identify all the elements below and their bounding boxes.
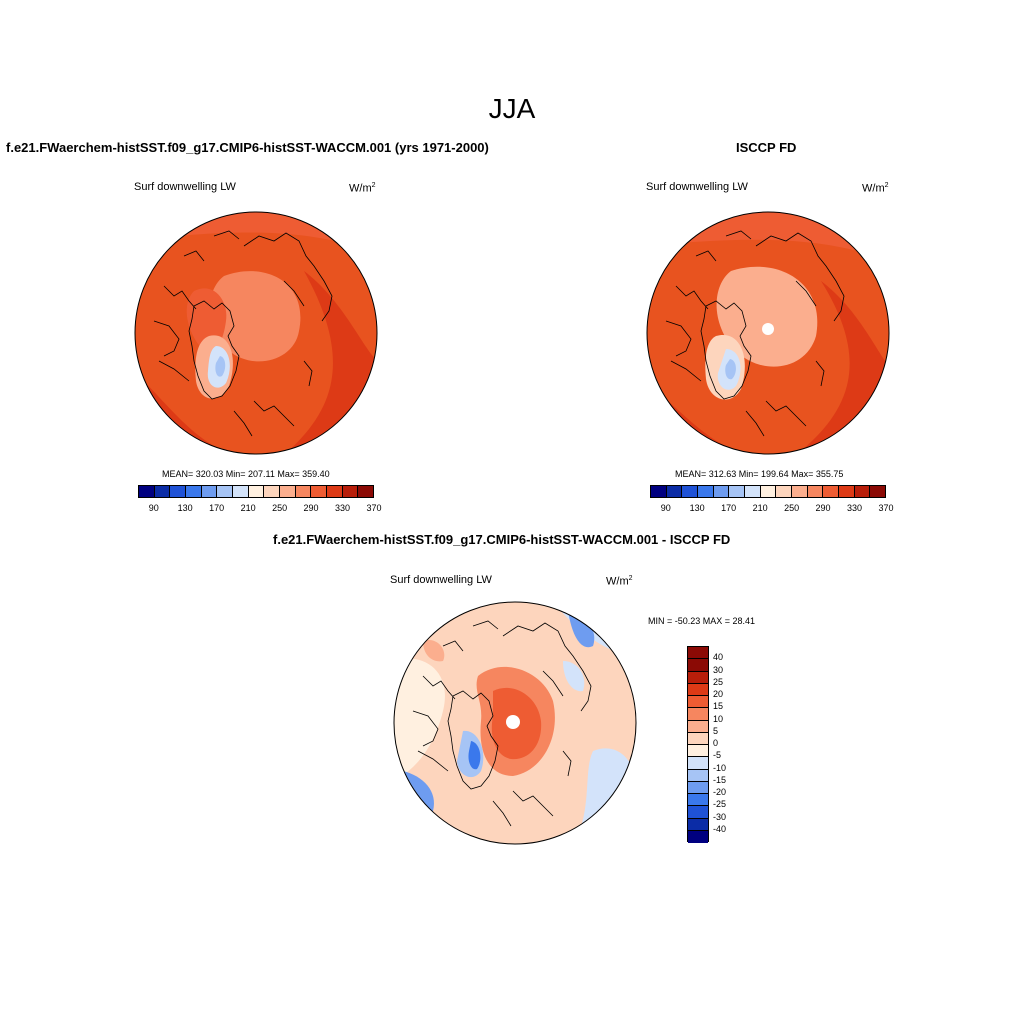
colorbar-box	[776, 486, 793, 497]
panel-title-diff: f.e21.FWaerchem-histSST.f09_g17.CMIP6-hi…	[273, 532, 731, 547]
colorbar-box	[823, 486, 840, 497]
colorbar-box	[698, 486, 714, 497]
colorbar-box	[688, 794, 708, 807]
colorbar-tick-label: 290	[303, 503, 319, 513]
panel-title-model: f.e21.FWaerchem-histSST.f09_g17.CMIP6-hi…	[6, 140, 489, 155]
colorbar-box	[688, 757, 708, 770]
colorbar-tick-label: 0	[713, 738, 719, 748]
colorbar-tick-label: 10	[713, 713, 724, 724]
colorbar-tick-label: -25	[713, 799, 727, 810]
stats-obs: MEAN= 312.63 Min= 199.64 Max= 355.75	[675, 469, 844, 479]
colorbar-box	[854, 486, 871, 497]
colorbar-tick-label: -40	[713, 823, 727, 834]
colorbar-box	[311, 486, 328, 497]
colorbar-box	[248, 486, 265, 497]
colorbar-tick-label: -20	[713, 787, 727, 797]
colorbar-tick-label: 15	[713, 701, 724, 712]
colorbar-box	[688, 671, 708, 684]
colorbar-box	[688, 696, 708, 709]
colorbar-box	[651, 486, 667, 497]
colorbar-tick-label: 30	[713, 664, 724, 675]
colorbar-tick-label: 90	[660, 503, 671, 513]
colorbar-box	[760, 486, 777, 497]
polar-map-model	[134, 211, 378, 455]
colorbar-box	[217, 486, 234, 497]
colorbar-tick-label: -15	[713, 774, 727, 785]
colorbar-box	[688, 647, 708, 660]
colorbar-box	[682, 486, 699, 497]
colorbar-box	[688, 781, 708, 794]
colorbar-model	[138, 485, 374, 498]
colorbar-box	[688, 745, 708, 758]
colorbar-box	[839, 486, 855, 497]
colorbar-box	[688, 659, 708, 672]
colorbar-tick-label: 170	[209, 503, 225, 513]
colorbar-tick-label: 25	[713, 676, 724, 687]
colorbar-tick-label: 330	[847, 503, 863, 513]
colorbar-box	[807, 486, 824, 497]
variable-label-obs: Surf downwelling LW	[646, 181, 748, 193]
colorbar-box	[139, 486, 155, 497]
colorbar-tick-label: 250	[272, 503, 288, 513]
colorbar-box	[688, 818, 708, 831]
panel-title-obs: ISCCP FD	[736, 140, 797, 155]
colorbar-box	[264, 486, 281, 497]
colorbar-box	[358, 486, 374, 497]
colorbar-box	[688, 830, 708, 843]
colorbar-box	[688, 732, 708, 745]
season-title: JJA	[488, 93, 536, 124]
units-label-obs: W/m2	[862, 182, 889, 195]
polar-map-obs	[646, 211, 890, 455]
colorbar-box	[154, 486, 171, 497]
colorbar-diff	[687, 646, 709, 843]
colorbar-tick-label: 5	[713, 725, 719, 736]
colorbar-tick-label: -10	[713, 762, 727, 773]
colorbar-tick-label: 130	[689, 503, 705, 513]
colorbar-box	[327, 486, 343, 497]
units-label-diff: W/m2	[606, 575, 633, 588]
colorbar-box	[688, 708, 708, 721]
minmax-diff: MIN = -50.23 MAX = 28.41	[648, 616, 756, 626]
colorbar-tick-label: 330	[335, 503, 351, 513]
variable-label-model: Surf downwelling LW	[134, 181, 236, 193]
colorbar-tick-label: 130	[177, 503, 193, 513]
colorbar-box	[688, 683, 708, 696]
colorbar-box	[745, 486, 761, 497]
colorbar-box	[729, 486, 746, 497]
colorbar-box	[870, 486, 886, 497]
colorbar-tick-label: 250	[784, 503, 800, 513]
colorbar-tick-label: 20	[713, 689, 724, 699]
colorbar-tick-label: 90	[148, 503, 159, 513]
colorbar-box	[666, 486, 683, 497]
colorbar-box	[688, 806, 708, 819]
polar-map-diff	[393, 601, 637, 845]
variable-label-diff: Surf downwelling LW	[390, 574, 492, 586]
colorbar-box	[170, 486, 187, 497]
colorbar-tick-label: 290	[815, 503, 831, 513]
colorbar-box	[688, 720, 708, 733]
colorbar-tick-label: 370	[878, 503, 894, 513]
colorbar-box	[713, 486, 730, 497]
colorbar-tick-label: 210	[240, 503, 256, 513]
colorbar-obs	[650, 485, 886, 498]
colorbar-box	[280, 486, 296, 497]
units-label-model: W/m2	[349, 182, 376, 195]
colorbar-box	[295, 486, 312, 497]
stats-model: MEAN= 320.03 Min= 207.11 Max= 359.40	[162, 469, 330, 479]
colorbar-box	[342, 486, 359, 497]
colorbar-box	[186, 486, 202, 497]
colorbar-box	[201, 486, 218, 497]
colorbar-tick-label: -5	[713, 750, 722, 761]
colorbar-tick-label: 170	[721, 503, 737, 513]
colorbar-box	[233, 486, 249, 497]
colorbar-tick-label: 210	[752, 503, 768, 513]
colorbar-box	[688, 769, 708, 782]
colorbar-box	[792, 486, 808, 497]
colorbar-tick-label: 370	[366, 503, 382, 513]
colorbar-tick-label: -30	[713, 811, 727, 822]
colorbar-tick-label: 40	[713, 652, 724, 663]
